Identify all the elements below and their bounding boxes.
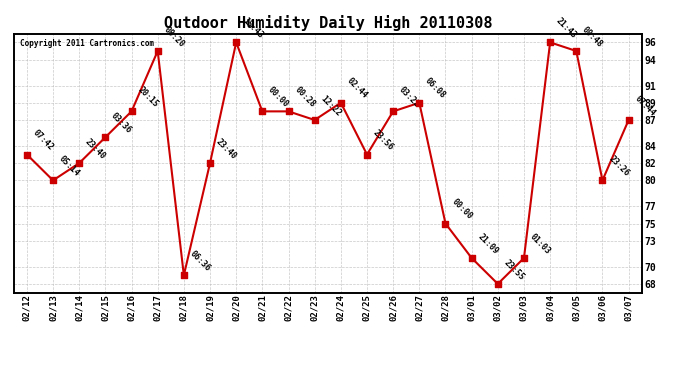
Text: 15:43: 15:43 — [240, 16, 264, 40]
Point — [518, 255, 529, 261]
Point — [21, 152, 32, 157]
Point — [48, 177, 59, 183]
Point — [466, 255, 477, 261]
Point — [388, 108, 399, 114]
Point — [204, 160, 215, 166]
Point — [100, 134, 111, 140]
Point — [283, 108, 294, 114]
Point — [362, 152, 373, 157]
Text: 06:36: 06:36 — [188, 249, 212, 273]
Text: 00:00: 00:00 — [266, 85, 290, 109]
Point — [178, 272, 189, 278]
Point — [230, 39, 241, 45]
Point — [440, 220, 451, 226]
Text: 20:15: 20:15 — [136, 85, 160, 109]
Text: 00:00: 00:00 — [450, 197, 474, 221]
Text: 05:14: 05:14 — [57, 154, 81, 178]
Text: 23:55: 23:55 — [502, 258, 526, 282]
Text: Copyright 2011 Cartronics.com: Copyright 2011 Cartronics.com — [20, 39, 154, 48]
Text: 21:09: 21:09 — [476, 232, 500, 256]
Point — [597, 177, 608, 183]
Text: 02:44: 02:44 — [345, 76, 369, 101]
Text: 01:03: 01:03 — [528, 232, 552, 256]
Point — [126, 108, 137, 114]
Point — [152, 48, 164, 54]
Point — [492, 281, 503, 287]
Text: 07:44: 07:44 — [633, 94, 657, 118]
Point — [74, 160, 85, 166]
Text: 07:42: 07:42 — [31, 128, 55, 152]
Text: 00:48: 00:48 — [580, 25, 604, 49]
Text: 12:22: 12:22 — [319, 94, 343, 118]
Text: 03:22: 03:22 — [397, 85, 422, 109]
Point — [623, 117, 634, 123]
Point — [257, 108, 268, 114]
Point — [309, 117, 320, 123]
Title: Outdoor Humidity Daily High 20110308: Outdoor Humidity Daily High 20110308 — [164, 15, 492, 31]
Point — [544, 39, 555, 45]
Text: 21:43: 21:43 — [554, 16, 578, 40]
Text: 08:20: 08:20 — [162, 25, 186, 49]
Text: 23:40: 23:40 — [83, 137, 108, 161]
Point — [414, 100, 425, 106]
Text: 03:36: 03:36 — [110, 111, 134, 135]
Text: 00:28: 00:28 — [293, 85, 317, 109]
Point — [571, 48, 582, 54]
Text: 23:26: 23:26 — [607, 154, 631, 178]
Point — [335, 100, 346, 106]
Text: 23:40: 23:40 — [214, 137, 238, 161]
Text: 06:08: 06:08 — [424, 76, 448, 101]
Text: 23:56: 23:56 — [371, 128, 395, 152]
